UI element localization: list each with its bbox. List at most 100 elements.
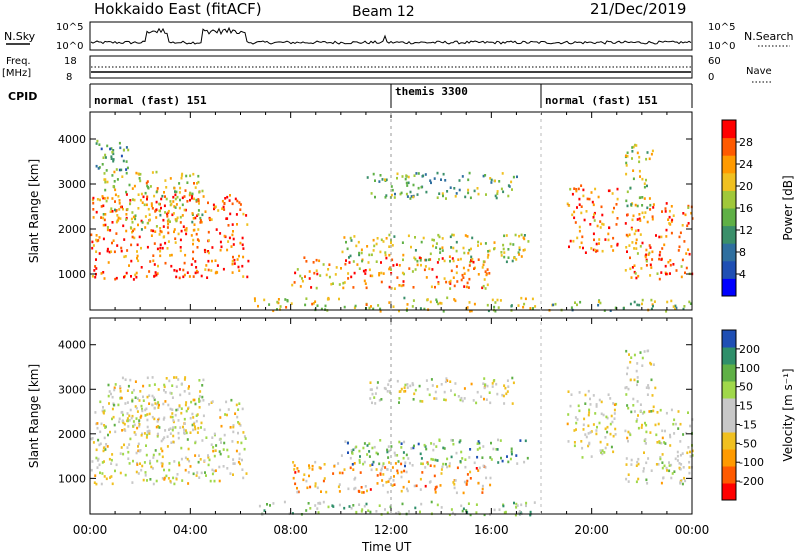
echo-cell <box>341 250 344 254</box>
echo-cell <box>371 446 374 450</box>
echo-cell <box>685 266 688 270</box>
echo-cell <box>638 303 641 307</box>
echo-cell <box>600 412 603 416</box>
echo-cell <box>324 304 327 308</box>
echo-cell <box>485 398 488 401</box>
echo-cell <box>156 402 159 406</box>
echo-cell <box>120 154 123 158</box>
echo-cell <box>125 190 128 194</box>
colorbar-segment <box>722 278 736 297</box>
echo-cell <box>631 157 633 160</box>
echo-cell <box>635 420 638 423</box>
echo-cell <box>344 262 347 266</box>
echo-cell <box>118 141 121 145</box>
echo-cell <box>518 510 521 513</box>
echo-cell <box>687 411 689 414</box>
echo-cell <box>490 178 493 182</box>
echo-cell <box>136 426 139 430</box>
echo-cell <box>381 178 384 181</box>
echo-cell <box>419 257 422 260</box>
echo-cell <box>237 431 239 435</box>
echo-cell <box>442 446 445 450</box>
echo-cell <box>657 422 660 426</box>
echo-cell <box>400 475 403 479</box>
x-tick-label: 00:00 <box>73 523 108 537</box>
echo-cell <box>133 431 136 434</box>
echo-cell <box>155 216 158 219</box>
echo-cell <box>179 426 182 429</box>
echo-cell <box>673 470 676 473</box>
echo-cell <box>134 214 137 217</box>
echo-cell <box>458 188 461 192</box>
echo-cell <box>429 464 432 467</box>
echo-cell <box>157 388 160 391</box>
echo-cell <box>175 203 178 206</box>
echo-cell <box>334 273 337 276</box>
echo-cell <box>442 194 444 198</box>
echo-cell <box>134 433 137 436</box>
echo-cell <box>410 447 413 450</box>
echo-cell <box>511 188 513 191</box>
echo-cell <box>656 272 659 275</box>
echo-cell <box>636 204 639 208</box>
echo-cell <box>126 417 129 420</box>
echo-cell <box>606 443 609 446</box>
echo-cell <box>625 463 628 466</box>
echo-cell <box>629 360 632 364</box>
echo-cell <box>291 283 294 287</box>
echo-cell <box>97 167 100 170</box>
echo-cell <box>607 238 610 242</box>
noise-right-tick-top: 10^5 <box>708 22 735 33</box>
echo-cell <box>107 433 109 437</box>
echo-cell <box>402 258 404 262</box>
echo-cell <box>414 268 417 271</box>
echo-cell <box>628 233 631 237</box>
echo-cell <box>347 487 350 491</box>
echo-cell <box>198 406 201 409</box>
echo-cell <box>229 212 232 216</box>
echo-cell <box>129 199 132 202</box>
echo-cell <box>652 206 655 209</box>
echo-cell <box>96 466 99 469</box>
echo-cell <box>136 243 139 247</box>
echo-cell <box>241 468 244 471</box>
echo-cell <box>215 444 218 447</box>
echo-cell <box>184 253 187 257</box>
echo-cell <box>659 408 662 412</box>
echo-cell <box>245 214 248 217</box>
echo-cell <box>599 449 602 452</box>
x-tick-label: 20:00 <box>574 523 609 537</box>
echo-cell <box>201 384 204 387</box>
echo-cell <box>291 512 294 515</box>
echo-cell <box>671 218 674 222</box>
echo-cell <box>578 391 581 394</box>
echo-cell <box>470 309 473 313</box>
echo-cell <box>668 215 671 219</box>
echo-cell <box>299 285 302 288</box>
echo-cell <box>189 465 192 468</box>
echo-cell <box>352 504 355 507</box>
echo-cell <box>103 172 106 175</box>
echo-cell <box>368 306 371 310</box>
echo-cell <box>589 397 591 401</box>
echo-cell <box>645 461 648 465</box>
echo-cell <box>683 305 686 308</box>
echo-cell <box>388 245 391 248</box>
echo-cell <box>148 384 151 387</box>
echo-cell <box>150 465 153 469</box>
echo-cell <box>164 391 167 394</box>
echo-cell <box>200 471 203 475</box>
echo-cell <box>419 307 422 310</box>
echo-cell <box>573 441 576 444</box>
echo-cell <box>643 350 646 353</box>
echo-cell <box>360 510 363 513</box>
echo-cell <box>135 171 138 175</box>
echo-cell <box>218 465 221 469</box>
echo-cell <box>112 185 115 188</box>
echo-cell <box>499 439 502 442</box>
echo-cell <box>96 459 99 462</box>
colorbar-segment <box>722 137 736 156</box>
nave-right-label: Nave <box>746 66 772 77</box>
echo-cell <box>420 185 423 189</box>
echo-cell <box>216 264 219 267</box>
